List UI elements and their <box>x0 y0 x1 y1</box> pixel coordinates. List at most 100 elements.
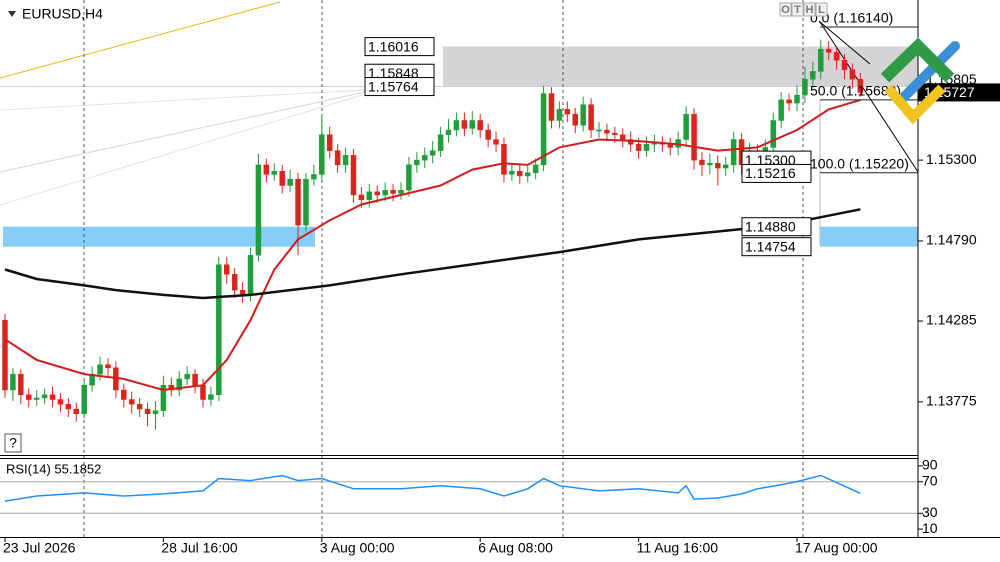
candle-body <box>501 144 507 175</box>
candle-body <box>429 150 436 156</box>
level-box <box>741 163 812 183</box>
candle-body <box>326 134 333 151</box>
level-box <box>364 37 435 57</box>
candle-body <box>390 189 396 194</box>
candle-body <box>572 113 578 126</box>
candle-body <box>770 120 776 148</box>
candle-body <box>224 264 230 275</box>
y-tick-label: 90 <box>922 457 938 473</box>
candle-body <box>382 189 388 196</box>
candle-body <box>833 52 840 61</box>
candle-body <box>414 159 420 166</box>
x-tick-label: 11 Aug 16:00 <box>637 540 719 556</box>
candle-body <box>406 164 412 191</box>
candle-body <box>216 264 222 396</box>
candle-body <box>730 139 737 166</box>
level-label: 1.15764 <box>368 78 419 94</box>
candle-body <box>160 384 167 411</box>
fib-label: 100.0 (1.15220) <box>810 156 909 172</box>
toolbar-label[interactable]: T <box>794 4 801 16</box>
candle-body <box>295 178 301 226</box>
toolbar-button[interactable] <box>779 2 792 17</box>
indicator-title: RSI(14) 55.1852 <box>6 461 101 476</box>
toolbar-button[interactable] <box>815 2 828 17</box>
candle-body <box>707 163 713 166</box>
candle-body <box>152 410 159 415</box>
candle-body <box>596 129 602 132</box>
zone <box>3 226 315 247</box>
candle-body <box>556 109 563 121</box>
fib-label: 50.0 (1.15680) <box>810 83 901 99</box>
moving-average <box>4 208 861 300</box>
candle-body <box>461 120 468 129</box>
candle-body <box>715 163 721 169</box>
candle-body <box>121 389 127 400</box>
level-label: 1.15300 <box>745 152 796 168</box>
candle-body <box>342 155 349 166</box>
candle-body <box>643 144 650 151</box>
candle-body <box>231 274 238 291</box>
chart-title: EURUSD,H4 <box>22 6 103 22</box>
candle-body <box>493 139 499 145</box>
y-tick-label: 1.14790 <box>926 232 977 248</box>
toolbar-label[interactable]: L <box>818 4 825 16</box>
candle-body <box>540 93 547 166</box>
level-label: 1.14754 <box>745 238 796 254</box>
fib-trend <box>819 21 871 65</box>
candle-body <box>612 132 618 136</box>
x-tick-label: 17 Aug 00:00 <box>795 540 878 556</box>
candle-body <box>200 384 206 400</box>
candle-body <box>303 178 309 226</box>
fan-line <box>0 93 366 206</box>
candle-body <box>65 404 72 410</box>
candle-body <box>778 99 784 121</box>
y-tick-label: 1.13775 <box>926 393 977 409</box>
fan-line <box>0 89 366 111</box>
candle-body <box>279 170 285 186</box>
candle-body <box>176 378 182 391</box>
candle-body <box>825 48 832 53</box>
candle-body <box>358 194 365 201</box>
candle-body <box>366 191 373 201</box>
candle-body <box>144 408 151 415</box>
candle-body <box>841 59 848 71</box>
candle-body <box>18 373 24 396</box>
help-label[interactable]: ? <box>9 435 17 451</box>
candle-body <box>26 394 32 400</box>
candle-body <box>509 170 515 175</box>
candle-body <box>422 155 428 161</box>
level-label: 1.16016 <box>368 38 419 54</box>
candle-body <box>548 93 555 121</box>
x-tick-label: 3 Aug 00:00 <box>320 540 395 556</box>
toolbar-button[interactable] <box>803 2 816 17</box>
candle-body <box>208 394 214 400</box>
candle-body <box>810 71 816 80</box>
candle-body <box>255 164 262 256</box>
candle-body <box>192 373 198 386</box>
moving-average <box>4 98 861 392</box>
candle-body <box>73 408 80 415</box>
symbol-icon <box>8 11 16 17</box>
toolbar-button[interactable] <box>791 2 804 17</box>
candle-body <box>319 134 325 175</box>
help-button[interactable] <box>4 433 22 453</box>
y-tick-label: 30 <box>922 504 938 520</box>
candle-body <box>263 164 270 175</box>
y-tick-label: 1.14285 <box>926 312 977 328</box>
candle-body <box>445 129 452 136</box>
candle-body <box>398 189 404 194</box>
candle-body <box>453 120 460 131</box>
candle-body <box>437 134 444 151</box>
level-box <box>741 237 812 257</box>
candle-body <box>635 144 642 151</box>
candle-body <box>524 172 531 177</box>
candle-body <box>350 155 357 196</box>
candle-body <box>794 94 800 104</box>
candle-body <box>334 150 341 166</box>
toolbar-label[interactable]: H <box>806 4 814 16</box>
candle-body <box>691 113 697 161</box>
toolbar-label[interactable]: O <box>781 4 790 16</box>
